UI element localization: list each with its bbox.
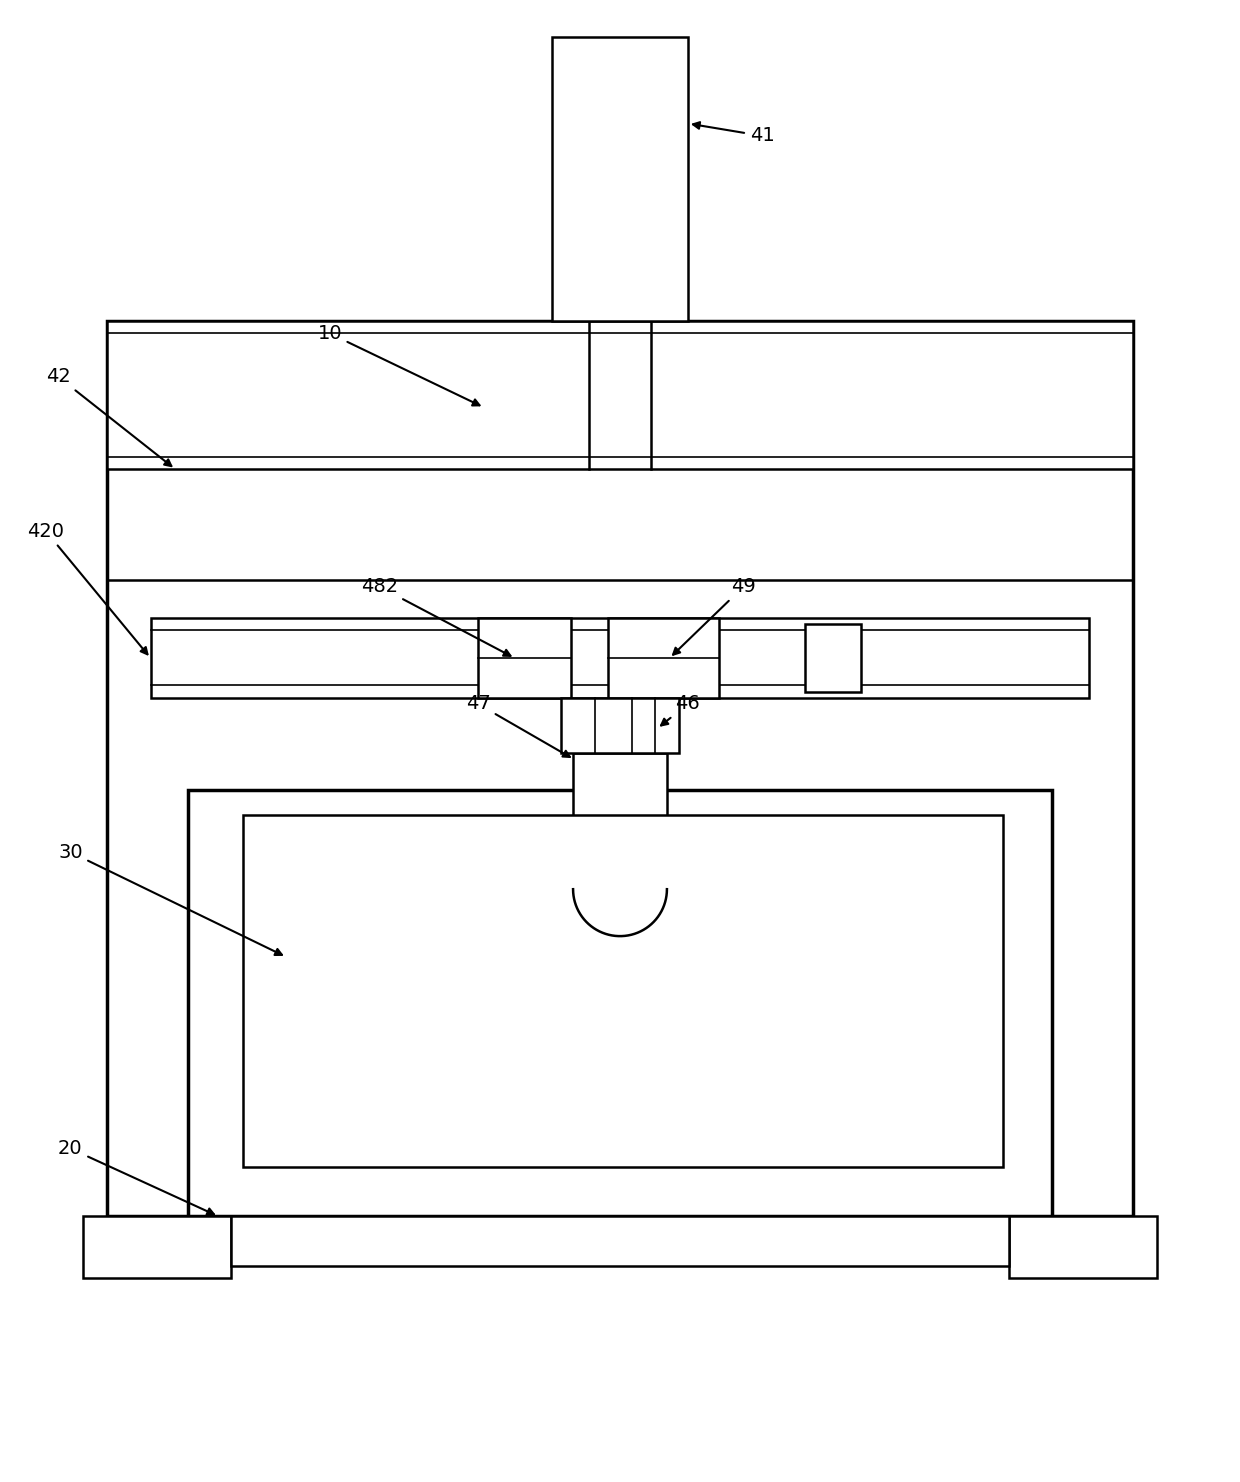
Text: 20: 20	[58, 1140, 215, 1215]
Text: 42: 42	[46, 368, 171, 467]
Text: 30: 30	[58, 843, 281, 954]
Text: 41: 41	[693, 122, 775, 145]
Bar	[108, 322, 1132, 470]
Bar	[552, 37, 688, 322]
Text: 46: 46	[661, 695, 701, 726]
Bar	[805, 624, 861, 692]
Bar	[231, 1217, 1009, 1266]
Text: 482: 482	[361, 576, 511, 657]
Bar	[108, 322, 1132, 1217]
Bar	[477, 618, 570, 698]
Text: 47: 47	[465, 695, 570, 757]
Bar	[573, 753, 667, 889]
Text: 420: 420	[27, 522, 148, 655]
Bar	[83, 1217, 231, 1277]
Bar	[243, 815, 1003, 1168]
Bar	[1009, 1217, 1157, 1277]
Bar	[560, 698, 680, 753]
Text: 49: 49	[673, 576, 756, 655]
Bar	[151, 618, 1089, 698]
Bar	[187, 790, 1053, 1217]
Bar	[608, 618, 719, 698]
Text: 10: 10	[317, 325, 480, 406]
